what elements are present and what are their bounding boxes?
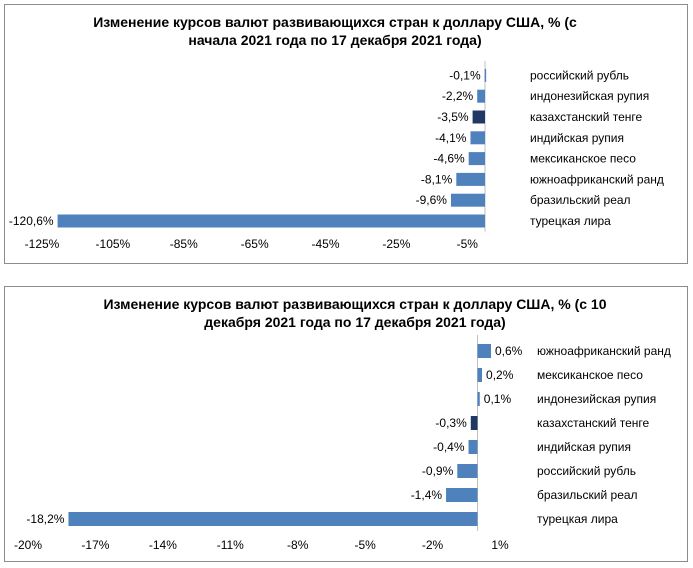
x-tick-label-6: -5% (354, 538, 376, 552)
data-label-4: -0,3% (435, 416, 467, 430)
category-label-7: бразильский реал (537, 488, 638, 502)
x-tick-label-4: -65% (241, 237, 269, 251)
x-tick-label-1: -20% (14, 538, 42, 552)
x-tick-label-7: -5% (457, 237, 479, 251)
category-label-6: южноафриканский ранд (530, 172, 664, 186)
x-tick-label-2: -17% (81, 538, 109, 552)
data-label-3: 0,1% (484, 392, 512, 406)
data-label-4: -4,1% (435, 131, 467, 145)
data-label-2: -2,2% (442, 89, 474, 103)
x-tick-label-3: -85% (170, 237, 198, 251)
data-label-6: -8,1% (421, 172, 453, 186)
bar-6 (456, 172, 485, 186)
bar-8 (57, 214, 486, 228)
chart-title-line-2: декабря 2021 года по 17 декабря 2021 год… (204, 314, 506, 330)
category-label-5: индийская рупия (537, 440, 631, 454)
bar-4 (470, 416, 478, 430)
category-label-2: мексиканское песо (537, 368, 643, 382)
bar-2 (477, 368, 483, 382)
chart-title: Изменение курсов валют развивающихся стр… (65, 295, 645, 331)
bar-chart-week: 0,6% южноафриканский ранд 0,2% мексиканское… (14, 335, 671, 552)
category-label-5: мексиканское песо (530, 152, 636, 166)
x-tick-label-3: -14% (149, 538, 177, 552)
category-label-3: казахстанский тенге (530, 110, 643, 124)
data-label-5: -0,4% (433, 440, 465, 454)
bar-chart-ytd: -0,1% российский рубль -2,2% индонезийская … (9, 61, 664, 251)
x-tick-label-6: -25% (382, 237, 410, 251)
category-label-2: индонезийская рупия (530, 89, 649, 103)
data-label-1: 0,6% (495, 344, 523, 358)
data-label-2: 0,2% (486, 368, 514, 382)
bar-7 (450, 193, 485, 207)
category-label-1: южноафриканский ранд (537, 344, 671, 358)
category-label-6: российский рубль (537, 464, 636, 478)
data-label-6: -0,9% (422, 464, 454, 478)
category-label-8: турецкая лира (537, 512, 618, 526)
x-tick-label-1: -125% (25, 237, 60, 251)
bar-7 (446, 488, 478, 502)
bar-4 (470, 131, 485, 145)
category-label-8: турецкая лира (530, 214, 611, 228)
bar-6 (457, 464, 478, 478)
bar-5 (468, 152, 485, 166)
chart-panel-week: Изменение курсов валют развивающихся стр… (4, 286, 688, 562)
data-label-7: -9,6% (416, 193, 448, 207)
data-label-1: -0,1% (449, 68, 481, 82)
bar-1 (477, 344, 492, 358)
data-label-8: -18,2% (26, 512, 64, 526)
data-label-5: -4,6% (433, 152, 465, 166)
category-label-7: бразильский реал (530, 193, 631, 207)
bar-1 (484, 68, 487, 82)
category-label-4: казахстанский тенге (537, 416, 650, 430)
chart-title-line-1: Изменение курсов валют развивающихся стр… (103, 296, 607, 312)
chart-panel-ytd: Изменение курсов валют развивающихся стр… (4, 4, 688, 264)
x-tick-label-4: -11% (217, 538, 244, 552)
x-tick-label-5: -8% (287, 538, 309, 552)
bar-5 (468, 440, 478, 454)
chart-title: Изменение курсов валют развивающихся стр… (25, 13, 645, 49)
data-label-7: -1,4% (411, 488, 443, 502)
category-label-3: индонезийская рупия (537, 392, 656, 406)
x-tick-label-8: 1% (491, 538, 509, 552)
bar-8 (68, 512, 478, 526)
bar-2 (477, 89, 485, 103)
chart-title-line-2: начала 2021 года по 17 декабря 2021 года… (188, 32, 482, 48)
chart-title-line-1: Изменение курсов валют развивающихся стр… (93, 14, 577, 30)
category-label-1: российский рубль (530, 68, 629, 82)
x-tick-label-2: -105% (96, 237, 131, 251)
x-tick-label-7: -2% (422, 538, 444, 552)
bar-3 (472, 110, 485, 124)
data-label-3: -3,5% (437, 110, 469, 124)
x-tick-label-5: -45% (312, 237, 340, 251)
data-label-8: -120,6% (9, 214, 54, 228)
bar-3 (477, 392, 480, 406)
category-label-4: индийская рупия (530, 131, 624, 145)
